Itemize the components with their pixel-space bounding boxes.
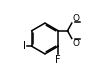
Text: F: F bbox=[55, 55, 61, 65]
Text: O: O bbox=[71, 39, 78, 48]
Text: O: O bbox=[71, 14, 78, 23]
Text: I: I bbox=[23, 41, 26, 51]
